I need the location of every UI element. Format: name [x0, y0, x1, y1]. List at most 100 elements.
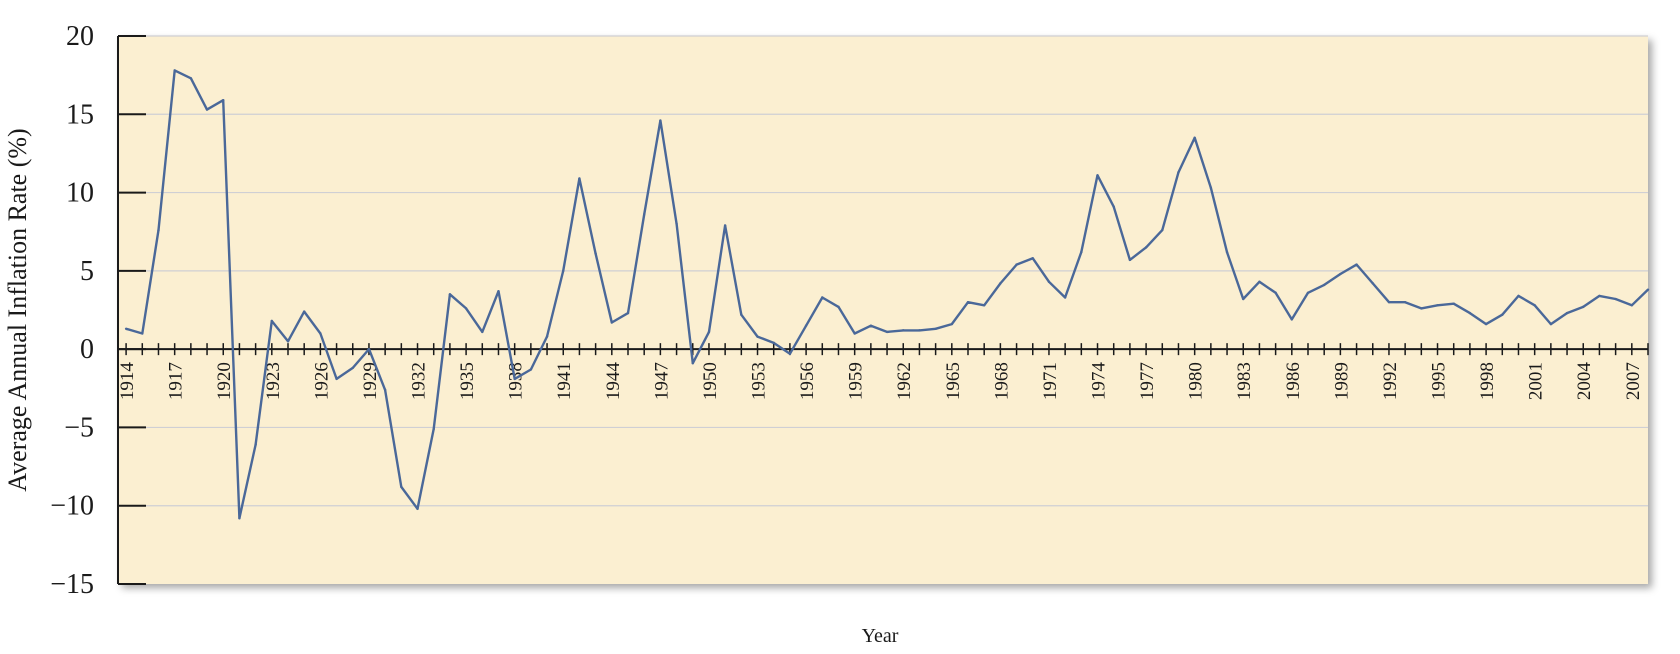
data-point: [383, 388, 387, 392]
x-tick-label: 1992: [1380, 362, 1401, 400]
data-point: [1468, 311, 1472, 315]
data-point: [982, 304, 986, 307]
x-tick-label: 1974: [1089, 362, 1110, 401]
data-point: [1290, 318, 1294, 321]
x-tick-label: 2001: [1526, 362, 1547, 400]
data-point: [1080, 250, 1083, 254]
data-point: [626, 311, 630, 315]
data-point: [448, 293, 452, 296]
data-point: [902, 329, 905, 332]
data-point: [1549, 322, 1553, 326]
data-point: [1582, 305, 1585, 309]
x-tick-label: 1932: [409, 362, 430, 400]
data-point: [756, 335, 759, 338]
data-point: [319, 332, 322, 335]
data-point: [772, 341, 775, 345]
data-point: [222, 98, 225, 102]
data-point: [1646, 288, 1650, 291]
data-point: [804, 324, 808, 327]
x-tick-label: 1968: [991, 362, 1012, 400]
data-point: [173, 69, 176, 72]
data-point: [141, 332, 144, 335]
data-point: [432, 427, 435, 431]
data-point: [788, 352, 792, 356]
data-point: [1420, 307, 1423, 310]
data-point: [481, 330, 484, 334]
data-point: [1484, 322, 1488, 326]
data-point: [918, 329, 921, 332]
data-point: [513, 377, 516, 381]
x-tick-label: 1929: [360, 362, 381, 400]
data-point: [1193, 136, 1196, 139]
data-point: [642, 213, 646, 216]
y-tick-label: −10: [50, 491, 94, 522]
x-tick-label: 1938: [506, 362, 527, 400]
data-point: [157, 228, 160, 232]
data-point: [205, 108, 209, 111]
data-point: [1274, 291, 1277, 294]
data-point: [1031, 257, 1034, 260]
x-tick-label: 1950: [700, 362, 721, 400]
data-point: [723, 224, 727, 227]
data-point: [254, 443, 257, 446]
data-point: [529, 368, 533, 371]
data-point: [1371, 282, 1374, 285]
y-tick-label: 20: [66, 21, 94, 52]
data-point: [1452, 302, 1455, 305]
data-point: [189, 77, 193, 80]
x-tick-label: 1941: [554, 362, 575, 400]
data-point: [124, 327, 128, 330]
x-tick-label: 1956: [797, 362, 818, 400]
x-tick-label: 2004: [1574, 362, 1595, 401]
y-axis-title: Average Annual Inflation Rate (%): [3, 128, 32, 491]
x-tick-label: 1971: [1040, 362, 1061, 400]
y-tick-label: −15: [50, 569, 94, 600]
data-point: [999, 282, 1002, 285]
x-tick-label: 1953: [749, 362, 770, 400]
data-point: [286, 340, 290, 343]
data-point: [1112, 205, 1115, 208]
x-tick-label: 1920: [214, 362, 235, 400]
y-tick-label: −5: [64, 412, 94, 443]
series-layer: [124, 69, 1650, 520]
data-point: [464, 307, 468, 310]
data-point: [950, 322, 954, 326]
data-point: [1533, 304, 1536, 307]
plot-panel: [118, 36, 1648, 584]
x-tick-label: 1998: [1477, 362, 1498, 400]
data-point: [1225, 250, 1229, 254]
x-axis-title: Year: [862, 625, 899, 647]
data-point: [1355, 263, 1358, 266]
data-point: [1501, 313, 1504, 316]
data-point: [966, 300, 970, 304]
data-point: [238, 517, 241, 520]
data-point: [1630, 304, 1634, 307]
data-point: [610, 321, 614, 324]
data-point: [1063, 296, 1067, 299]
y-tick-label: 0: [80, 334, 94, 365]
data-point: [885, 330, 889, 334]
x-tick-label: 1995: [1429, 362, 1450, 400]
y-tick-label: 5: [80, 256, 94, 287]
data-point: [1403, 300, 1407, 304]
data-point: [367, 347, 371, 351]
gridlines: [118, 35, 1648, 507]
data-point: [1339, 272, 1342, 276]
data-point: [1047, 280, 1051, 284]
data-point: [545, 335, 549, 338]
data-point: [562, 269, 565, 273]
data-point: [675, 222, 678, 226]
data-point: [659, 119, 662, 122]
axes: [117, 35, 1649, 585]
data-point: [578, 177, 581, 180]
data-point: [821, 296, 824, 299]
x-tick-label: 1986: [1283, 362, 1304, 400]
data-point: [1322, 283, 1326, 287]
data-point: [1015, 263, 1018, 266]
y-tick-label: 10: [66, 178, 94, 209]
data-point: [837, 305, 840, 309]
data-point: [1614, 297, 1617, 301]
data-point: [1258, 280, 1261, 284]
x-tick-label: 1962: [894, 362, 915, 400]
data-point: [335, 377, 338, 381]
